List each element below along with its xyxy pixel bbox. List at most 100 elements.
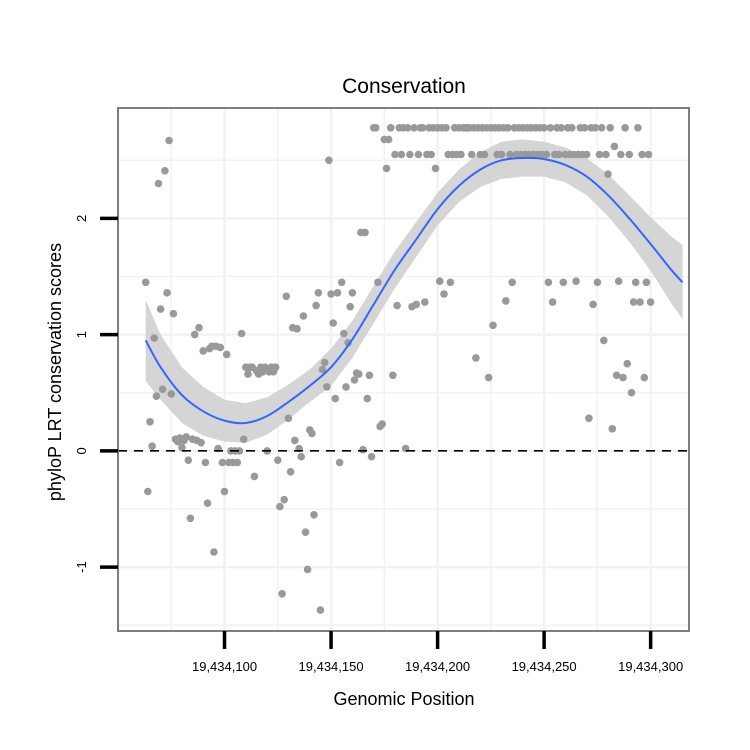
y-tick-label: 1 (74, 331, 89, 338)
data-point (335, 458, 344, 467)
data-point (291, 436, 299, 445)
data-point (320, 358, 329, 367)
data-point (418, 124, 427, 132)
data-point (340, 329, 348, 338)
data-point (644, 150, 653, 159)
data-point (165, 136, 173, 145)
data-point (184, 456, 193, 465)
data-point (546, 124, 555, 132)
data-point (506, 150, 514, 159)
data-point (346, 302, 355, 311)
data-point (542, 150, 551, 159)
data-point (548, 298, 557, 306)
data-point (442, 124, 450, 132)
data-point (197, 438, 205, 447)
panel-border (117, 107, 690, 632)
data-point (310, 511, 318, 519)
data-point (161, 167, 169, 175)
data-point (203, 499, 212, 508)
data-point (199, 347, 207, 355)
data-point (210, 548, 218, 556)
data-point (293, 325, 301, 333)
data-point (244, 370, 252, 378)
data-point (355, 370, 363, 378)
data-point (367, 452, 376, 461)
data-point (389, 371, 397, 380)
data-point (544, 278, 553, 287)
data-point (301, 528, 310, 536)
x-axis-ticks: 19,434,100 19,434,150 19,434,200 19,434,250… (192, 631, 683, 674)
data-point (318, 365, 327, 374)
data-point (412, 300, 421, 309)
data-point (625, 150, 634, 159)
data-point (239, 435, 248, 444)
data-point (141, 278, 150, 287)
data-point (502, 297, 510, 305)
data-point (312, 301, 320, 310)
data-point (372, 124, 380, 132)
data-point (642, 278, 651, 287)
data-point (344, 339, 352, 347)
data-point (222, 350, 231, 359)
data-point (158, 385, 167, 394)
data-point (600, 336, 608, 345)
data-point (631, 278, 640, 287)
data-point (606, 124, 614, 132)
data-point (610, 142, 619, 151)
data-point (617, 150, 625, 159)
data-point (636, 298, 644, 306)
data-point (404, 124, 412, 132)
data-point (144, 487, 152, 496)
data-point (282, 292, 291, 301)
data-point (446, 278, 455, 287)
y-tick-label: 0 (74, 447, 89, 454)
data-point (382, 164, 391, 173)
data-point (593, 278, 602, 287)
data-point (178, 443, 186, 452)
y-axis-ticks: -1 0 1 2 (74, 215, 118, 573)
x-tick-label: 19,434,300 (618, 659, 683, 674)
data-point (337, 278, 346, 287)
data-point (421, 298, 429, 306)
data-point (284, 414, 293, 423)
data-point (555, 150, 563, 159)
data-point (489, 321, 497, 330)
data-point (235, 447, 244, 455)
data-point (572, 277, 580, 286)
data-point (397, 150, 406, 159)
data-point (440, 290, 448, 298)
data-point (150, 334, 158, 342)
chart-title: Conservation (342, 75, 466, 98)
confidence-ribbon (145, 139, 683, 443)
data-point (218, 458, 227, 467)
data-point (186, 514, 195, 523)
data-point (325, 156, 333, 165)
data-point (580, 124, 589, 132)
data-point (216, 343, 225, 352)
data-point (608, 425, 617, 433)
data-point (220, 487, 229, 496)
data-point (154, 179, 163, 188)
data-point (472, 354, 480, 362)
x-axis-label: Genomic Position (333, 689, 474, 709)
data-point (276, 502, 284, 511)
data-point (169, 309, 178, 318)
data-point (156, 305, 165, 313)
x-tick-label: 19,434,100 (192, 659, 257, 674)
data-point (582, 150, 591, 159)
data-point (384, 135, 393, 144)
data-point (614, 277, 623, 286)
data-point (182, 433, 190, 441)
data-point (508, 278, 516, 287)
data-point (303, 565, 312, 574)
data-point (378, 420, 387, 428)
data-point (484, 373, 493, 382)
data-point (391, 150, 399, 159)
data-point (480, 150, 489, 159)
data-point (467, 150, 476, 159)
data-point (327, 290, 335, 298)
data-point (427, 150, 436, 159)
x-tick-label: 19,434,150 (299, 659, 364, 674)
data-point (585, 414, 593, 423)
